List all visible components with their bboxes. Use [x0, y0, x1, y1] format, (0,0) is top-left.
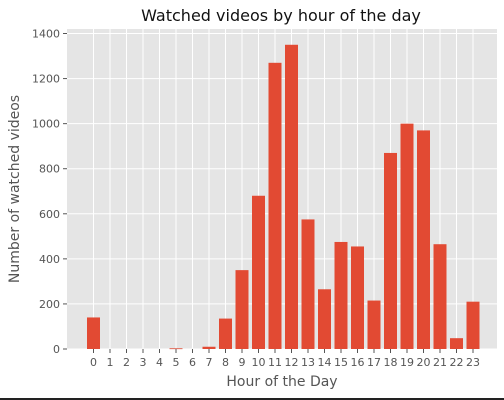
y-tick-label: 400: [39, 253, 60, 266]
x-tick-label: 8: [222, 356, 229, 369]
y-tick-label: 1200: [32, 73, 60, 86]
x-tick-label: 19: [400, 356, 414, 369]
x-tick-label: 0: [90, 356, 97, 369]
y-axis-ticks: 0 200 400 600 800 1000 1200 1400: [32, 28, 67, 356]
x-tick-label: 4: [156, 356, 163, 369]
y-tick-label: 1000: [32, 118, 60, 131]
x-tick-label: 7: [206, 356, 213, 369]
x-tick-label: 6: [189, 356, 196, 369]
chart-title: Watched videos by hour of the day: [141, 6, 421, 25]
x-tick-label: 2: [123, 356, 130, 369]
x-tick-label: 22: [450, 356, 464, 369]
bottom-border: [0, 398, 504, 400]
x-tick-label: 23: [466, 356, 480, 369]
y-tick-label: 1400: [32, 28, 60, 41]
bar-hour-20: [417, 130, 430, 349]
plot-area: [67, 29, 497, 349]
x-axis-label: Hour of the Day: [226, 374, 337, 390]
x-axis-ticks: 0 1 2 3 4 5 6 7 8 9 10 11 12 13 14 15 16 17 18 19 20 21 22 23: [90, 349, 480, 369]
x-tick-label: 17: [367, 356, 381, 369]
x-tick-label: 14: [318, 356, 332, 369]
bar-hour-21: [433, 244, 447, 349]
bar-hour-5: [169, 348, 183, 350]
x-tick-label: 21: [433, 356, 447, 369]
bar-hour-8: [219, 318, 232, 349]
x-tick-label: 20: [417, 356, 431, 369]
bar-hour-17: [367, 300, 381, 349]
bars: [87, 44, 480, 350]
x-tick-label: 18: [384, 356, 398, 369]
y-tick-label: 200: [39, 298, 60, 311]
bar-hour-9: [235, 270, 249, 349]
bar-hour-18: [384, 152, 397, 349]
bar-hour-11: [268, 62, 282, 349]
x-tick-label: 1: [107, 356, 114, 369]
y-tick-label: 0: [53, 343, 60, 356]
bar-hour-7: [202, 346, 216, 349]
x-tick-label: 16: [351, 356, 365, 369]
bar-hour-0: [87, 317, 100, 349]
bar-hour-23: [466, 301, 480, 349]
bar-hour-15: [334, 241, 348, 349]
x-tick-label: 3: [140, 356, 147, 369]
bar-hour-19: [400, 123, 414, 349]
x-tick-label: 9: [239, 356, 246, 369]
bar-hour-14: [318, 289, 331, 349]
bar-hour-13: [301, 219, 315, 349]
y-tick-label: 800: [39, 163, 60, 176]
y-axis-label: Number of watched videos: [7, 95, 23, 283]
y-tick-label: 600: [39, 208, 60, 221]
bar-hour-16: [351, 246, 364, 349]
x-tick-label: 5: [173, 356, 180, 369]
x-tick-label: 12: [285, 356, 299, 369]
bar-hour-12: [285, 44, 298, 349]
bar-hour-22: [450, 338, 463, 349]
x-tick-label: 13: [301, 356, 315, 369]
x-tick-label: 11: [268, 356, 282, 369]
x-tick-label: 15: [334, 356, 348, 369]
x-tick-label: 10: [252, 356, 266, 369]
bar-hour-10: [252, 195, 265, 349]
